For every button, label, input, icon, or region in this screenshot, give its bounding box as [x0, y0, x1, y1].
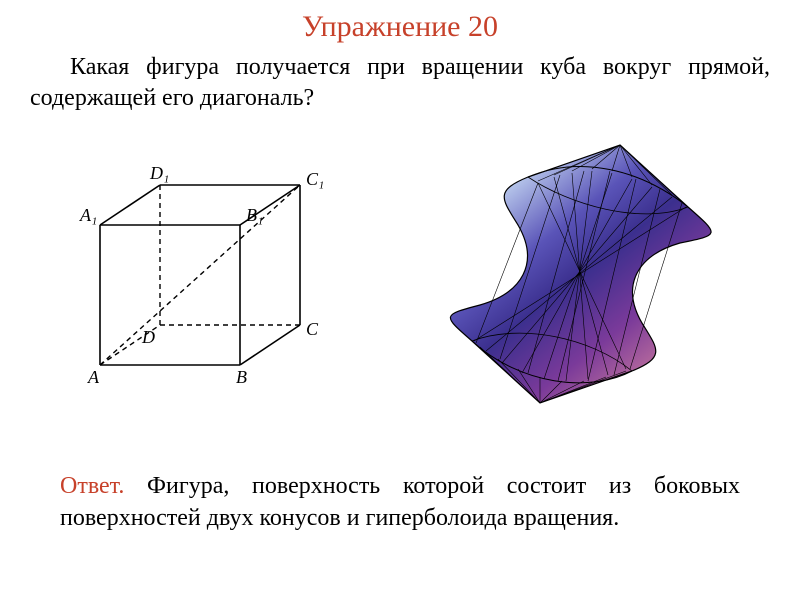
cube-diagram: A B C D A₁ B₁ C₁ D₁	[70, 145, 340, 405]
cube-label-D1: D₁	[149, 163, 169, 183]
cube-label-B: B	[236, 367, 247, 387]
rotation-solid	[420, 135, 740, 415]
slide-title: Упражнение 20	[0, 10, 800, 44]
question-text: Какая фигура получается при вращении куб…	[30, 52, 770, 114]
answer-block: Ответ. Фигура, поверхность которой состо…	[60, 470, 740, 535]
cube-label-C1: C₁	[306, 169, 324, 189]
cube-label-C: C	[306, 319, 319, 339]
figures-area: A B C D A₁ B₁ C₁ D₁	[0, 135, 800, 435]
answer-text: Фигура, поверхность которой состоит из б…	[60, 473, 740, 531]
cube-label-B1: B₁	[246, 205, 263, 225]
cube-label-A: A	[87, 367, 100, 387]
cube-label-D: D	[141, 327, 155, 347]
cube-label-A1: A₁	[79, 205, 97, 225]
answer-label: Ответ.	[60, 473, 124, 499]
